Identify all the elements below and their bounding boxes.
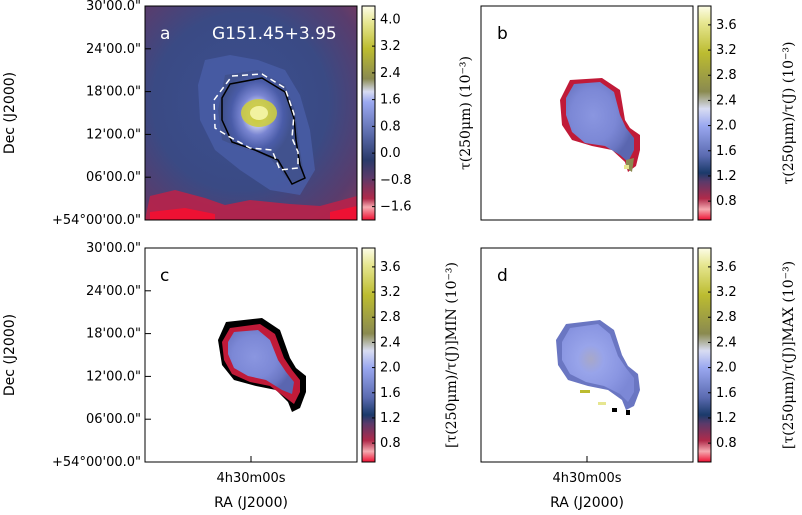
colorbar-tick-label: 2.0 [380, 361, 401, 376]
panel-a-colorbar: 4.0 3.2 2.4 1.6 0.8 0.0 −0.8 −1.6 [361, 5, 412, 221]
colorbar-tick-label: 2.4 [380, 335, 401, 350]
panel-d-colorbar: 3.6 3.2 2.8 2.4 2.0 1.6 1.2 0.8 [τ(250μm)/τ(J)]… [697, 247, 797, 463]
panel-d-map [556, 320, 640, 415]
panel-c-colorbar: 3.6 3.2 2.8 2.4 2.0 1.6 1.2 0.8 [τ(250μm)/τ(J)]… [361, 247, 460, 463]
panel-c-ylabel: Dec (J2000) [2, 314, 18, 396]
panel-b-colorbar: 3.6 3.2 2.8 2.4 2.0 1.6 1.2 0.8 τ(250μm)/τ(J) (… [697, 5, 797, 221]
panel-b-letter: b [497, 24, 508, 44]
colorbar-tick-label: 3.6 [380, 260, 401, 275]
colorbar-tick-label: 1.6 [380, 386, 401, 401]
ytick-label: 06'00.0" [86, 170, 141, 185]
colorbar-tick-label: 2.8 [380, 310, 401, 325]
ytick-label: +54°00'00.0" [52, 455, 141, 470]
panel-c: c 30'00.0" 24'00.0" 18'00.0" 12'00.0" 06'00.… [2, 241, 358, 511]
colorbar-tick-label: 3.2 [716, 43, 737, 58]
colorbar-tick-label: 2.0 [716, 119, 737, 134]
panel-c-map [218, 318, 306, 412]
colorbar-tick-label: 4.0 [380, 12, 401, 27]
xtick-label: 4h30m00s [552, 471, 621, 486]
ytick-label: 12'00.0" [86, 369, 141, 384]
panel-a-contour-solid [221, 77, 306, 185]
panel-c-colorbar-label: [τ(250μm)/τ(J)]MIN (10⁻³) [444, 262, 460, 448]
ytick-label: +54°00'00.0" [52, 213, 141, 228]
ytick-label: 06'00.0" [86, 412, 141, 427]
colorbar-tick-label: 2.4 [716, 93, 737, 108]
colorbar-tick-label: 3.6 [716, 260, 737, 275]
colorbar-tick-label: 3.6 [716, 18, 737, 33]
panel-d-colorbar-label: [τ(250μm)/τ(J)]MAX (10⁻³) [781, 261, 797, 449]
panel-b-left-label: τ(250μm) (10⁻³) [458, 56, 474, 170]
panel-a-map [145, 6, 357, 220]
colorbar-tick-label: 0.8 [716, 436, 737, 451]
colorbar-tick-label: 3.2 [380, 39, 401, 54]
ytick-label: 18'00.0" [86, 85, 141, 100]
panel-a-annotation: G151.45+3.95 [212, 24, 337, 44]
panel-a-ylabel: Dec (J2000) [2, 72, 18, 154]
panel-d-letter: d [497, 266, 508, 286]
colorbar-tick-label: 0.0 [380, 146, 401, 161]
colorbar-tick-label: 2.8 [716, 68, 737, 83]
panel-d-xticks: 4h30m00s [552, 456, 622, 486]
colorbar-tick-label: 0.8 [380, 119, 401, 134]
panel-b: b τ(250μm) (10⁻³) [458, 5, 694, 221]
ytick-label: 24'00.0" [86, 284, 141, 299]
colorbar-tick-label: 0.8 [380, 436, 401, 451]
colorbar-tick-label: −0.8 [380, 173, 412, 188]
colorbar-tick-label: 1.2 [716, 169, 737, 184]
panel-a: a G151.45+3.95 30'00.0" 24'00.0" 18'00.0" 1… [2, 0, 358, 228]
colorbar-tick-label: 1.2 [380, 411, 401, 426]
colorbar-tick-label: 1.6 [716, 144, 737, 159]
panel-c-xlabel: RA (J2000) [214, 495, 288, 511]
colorbar-tick-label: 2.4 [716, 335, 737, 350]
ytick-label: 30'00.0" [86, 241, 141, 256]
panel-c-yticks: 30'00.0" 24'00.0" 18'00.0" 12'00.0" 06'00.0"… [52, 241, 151, 470]
colorbar-tick-label: 1.2 [716, 411, 737, 426]
ytick-label: 12'00.0" [86, 127, 141, 142]
panel-b-map [560, 78, 640, 172]
panel-d: d 4h30m00s RA (J2000) [480, 247, 694, 511]
panel-c-letter: c [160, 266, 169, 286]
ytick-label: 30'00.0" [86, 0, 141, 14]
colorbar-tick-label: 2.4 [380, 66, 401, 81]
colorbar-tick-label: 2.0 [716, 361, 737, 376]
ytick-label: 18'00.0" [86, 327, 141, 342]
panel-a-letter: a [160, 24, 170, 44]
colorbar-tick-label: 1.6 [716, 386, 737, 401]
panel-a-contour-dashed [213, 73, 299, 171]
colorbar-tick-label: 2.8 [716, 310, 737, 325]
colorbar-tick-label: 3.2 [716, 285, 737, 300]
panel-b-colorbar-label: τ(250μm)/τ(J) (10⁻³) [781, 42, 797, 185]
colorbar-tick-label: 3.2 [380, 285, 401, 300]
colorbar-tick-label: 1.6 [380, 93, 401, 108]
panel-c-xticks: 4h30m00s [216, 456, 286, 486]
panel-a-yticks: 30'00.0" 24'00.0" 18'00.0" 12'00.0" 06'00.0"… [52, 0, 151, 228]
xtick-label: 4h30m00s [216, 471, 285, 486]
colorbar-tick-label: 0.8 [716, 194, 737, 209]
panel-d-xlabel: RA (J2000) [550, 495, 624, 511]
colorbar-tick-label: −1.6 [380, 200, 412, 215]
ytick-label: 24'00.0" [86, 42, 141, 57]
